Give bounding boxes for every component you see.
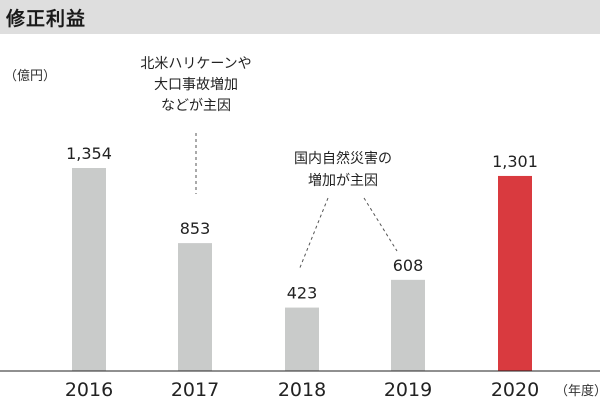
- category-label-2016: 2016: [65, 379, 113, 401]
- annotation-1-line-2: 大口事故増加: [154, 77, 238, 93]
- annotation-2-line-1: 国内自然災害の: [294, 150, 392, 167]
- category-label-2018: 2018: [278, 379, 326, 401]
- bar-2019: [391, 279, 425, 371]
- bar-2018: [285, 307, 319, 371]
- bar-2017: [178, 243, 212, 371]
- value-label-2020: 1,301: [492, 152, 538, 171]
- title-band: 修正利益: [0, 0, 600, 34]
- x-axis-unit-label: （年度）: [555, 383, 600, 399]
- annotation-2-leader-2018: [298, 197, 329, 271]
- annotation-2-leader-2019: [363, 197, 398, 252]
- y-axis-unit-label: （億円）: [4, 68, 56, 84]
- annotation-1-line-1: 北米ハリケーンや: [140, 56, 251, 72]
- annotation-1-line-3: などが主因: [161, 98, 231, 114]
- category-label-2017: 2017: [171, 379, 219, 401]
- value-label-2018: 423: [287, 284, 318, 303]
- value-label-2017: 853: [180, 219, 211, 238]
- category-label-2020: 2020: [491, 379, 539, 401]
- category-label-2019: 2019: [384, 379, 432, 401]
- bar-2020: [498, 175, 532, 371]
- chart-title: 修正利益: [6, 8, 87, 30]
- bar-2016: [72, 168, 106, 371]
- value-label-2019: 608: [393, 256, 424, 275]
- value-label-2016: 1,354: [66, 144, 112, 163]
- annotation-2-line-2: 増加が主因: [308, 173, 378, 189]
